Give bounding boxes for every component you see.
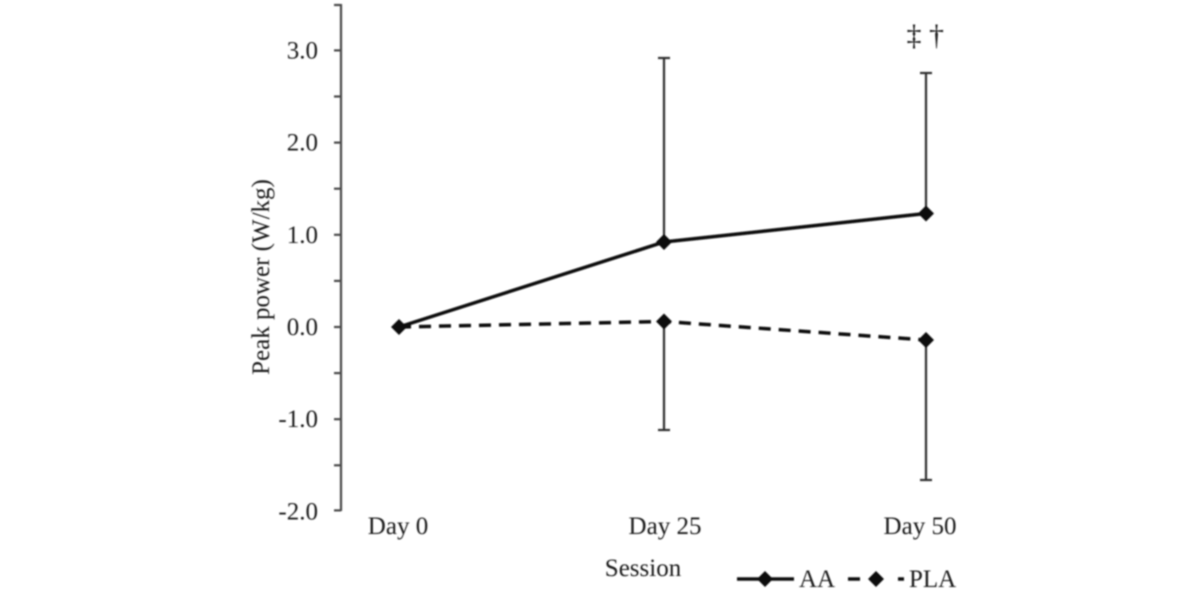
svg-text:2.0: 2.0: [287, 130, 318, 157]
svg-text:3.0: 3.0: [287, 37, 318, 64]
svg-text:‡: ‡: [907, 19, 922, 52]
svg-text:Day 50: Day 50: [884, 513, 957, 540]
svg-text:-1.0: -1.0: [278, 406, 318, 433]
svg-text:†: †: [929, 19, 944, 52]
svg-text:1.0: 1.0: [287, 222, 318, 249]
svg-text:AA: AA: [799, 566, 835, 593]
svg-text:PLA: PLA: [909, 566, 956, 593]
svg-text:Session: Session: [605, 555, 682, 582]
svg-text:0.0: 0.0: [287, 314, 318, 341]
svg-text:Peak power (W/kg): Peak power (W/kg): [248, 179, 275, 375]
svg-text:Day 0: Day 0: [368, 513, 428, 540]
svg-text:-2.0: -2.0: [278, 498, 318, 525]
svg-text:Day 25: Day 25: [629, 513, 702, 540]
